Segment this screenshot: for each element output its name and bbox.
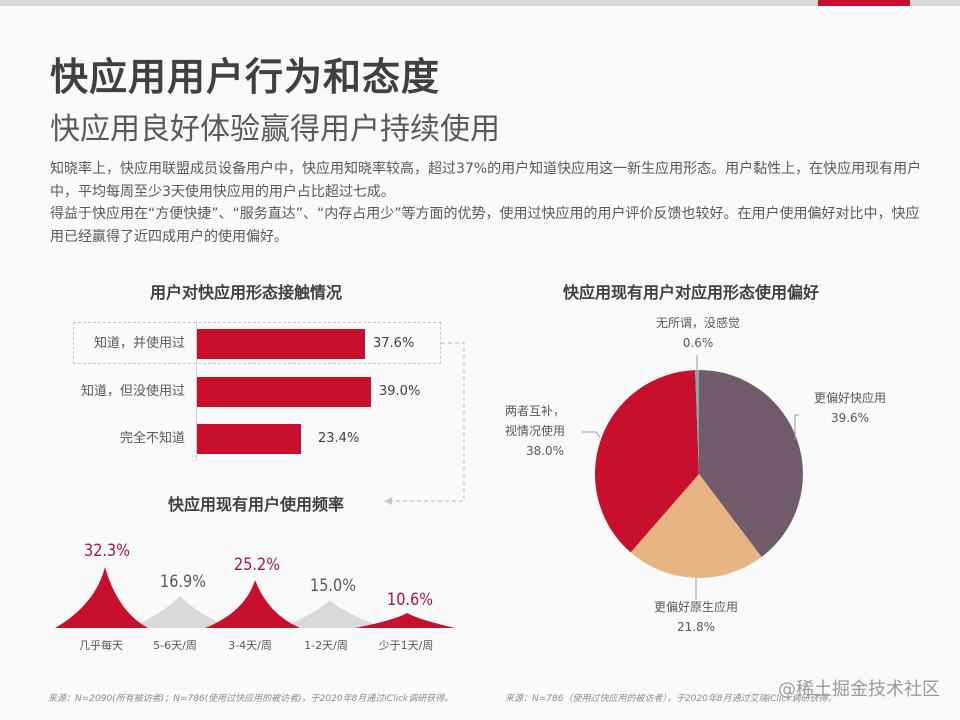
bar bbox=[197, 377, 371, 407]
watermark: @稀土掘金技术社区 bbox=[778, 679, 940, 700]
freq-value: 32.3% bbox=[84, 541, 130, 561]
pie-slice-complementary bbox=[594, 370, 699, 553]
bar bbox=[197, 424, 301, 454]
pie-slice-prefer-quick-app bbox=[699, 370, 803, 557]
page-title: 快应用用户行为和态度 bbox=[50, 55, 441, 99]
bar-chart-title: 用户对快应用形态接触情况 bbox=[150, 283, 343, 302]
freq-label: 1-2天/周 bbox=[304, 639, 348, 652]
intro-paragraph-1: 知晓率上，快应用联盟成员设备用户中，快应用知晓率较高，超过37%的用户知道快应用… bbox=[50, 161, 922, 200]
bar-value: 37.6% bbox=[373, 336, 415, 351]
bar-axis-line bbox=[196, 320, 197, 460]
peak-almost-daily bbox=[55, 567, 148, 628]
source-note-left: 来源：N=2090(所有被访者)；N=786(使用过快应用的被访者)，于2020… bbox=[48, 694, 454, 704]
top-bar bbox=[0, 0, 960, 6]
arrowhead-icon bbox=[384, 497, 392, 505]
freq-label: 5-6天/周 bbox=[153, 639, 197, 652]
freq-value: 10.6% bbox=[387, 590, 433, 610]
highlight-box bbox=[73, 322, 441, 364]
bar-label: 完全不知道 bbox=[119, 431, 185, 446]
freq-value: 25.2% bbox=[234, 555, 280, 575]
pie-label-indifferent: 无所谓，没感觉 0.6% bbox=[655, 316, 740, 350]
pie-label-prefer-quick-app: 更偏好快应用 39.6% bbox=[813, 391, 886, 425]
page-subtitle: 快应用良好体验赢得用户持续使用 bbox=[50, 112, 500, 147]
bar-label: 知道，但没使用过 bbox=[80, 384, 185, 399]
freq-label: 少于1天/周 bbox=[378, 639, 434, 652]
connector-arrow bbox=[390, 342, 465, 502]
freq-label: 3-4天/周 bbox=[228, 639, 272, 652]
source-note-right: 来源：N=786（使用过快应用的被访者），于2020年8月通过艾瑞iClick调… bbox=[505, 694, 837, 704]
pie-chart-title: 快应用现有用户对应用形态使用偏好 bbox=[563, 283, 820, 302]
peak-less-than-1-day bbox=[355, 613, 455, 628]
peak-3-4-days bbox=[205, 580, 300, 628]
freq-label: 几乎每天 bbox=[79, 639, 123, 652]
freq-value: 15.0% bbox=[310, 576, 356, 596]
peak-1-2-days bbox=[280, 600, 385, 628]
pie-label-complementary: 两者互补， 视情况使用 38.0% bbox=[505, 404, 566, 458]
pie-slice-indifferent bbox=[695, 370, 699, 474]
pie-slice-prefer-native-app bbox=[630, 474, 762, 579]
freq-value: 16.9% bbox=[160, 572, 206, 592]
intro-text: 知晓率上，快应用联盟成员设备用户中，快应用知晓率较高，超过37%的用户知道快应用… bbox=[50, 158, 930, 248]
peak-5-6-days bbox=[130, 596, 230, 628]
bar-value: 23.4% bbox=[318, 431, 360, 446]
intro-paragraph-2: 得益于快应用在“方便快捷”、“服务直达”、“内存占用少”等方面的优势，使用过快应… bbox=[50, 206, 920, 245]
bar bbox=[197, 329, 365, 359]
pie-label-prefer-native-app: 更偏好原生应用 21.8% bbox=[653, 600, 738, 634]
freq-chart-title: 快应用现有用户使用频率 bbox=[168, 495, 345, 514]
bar-label: 知道，并使用过 bbox=[93, 336, 185, 351]
top-bar-accent bbox=[818, 0, 910, 6]
bar-value: 39.0% bbox=[379, 384, 421, 399]
